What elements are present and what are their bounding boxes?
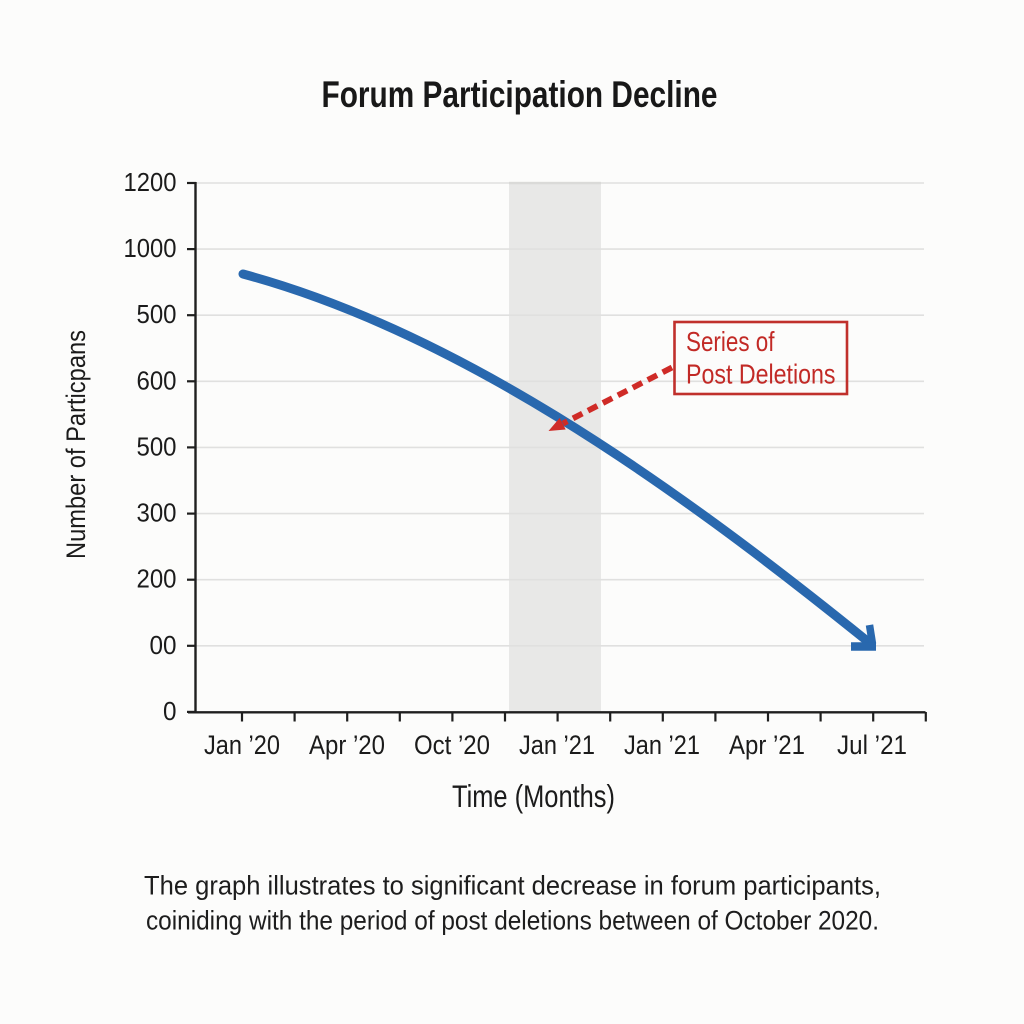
svg-text:1000: 1000 — [124, 235, 177, 263]
svg-text:Oct ’20: Oct ’20 — [414, 730, 490, 760]
svg-text:Jul ’21: Jul ’21 — [837, 730, 907, 760]
svg-text:00: 00 — [150, 632, 177, 660]
svg-text:Jan ’20: Jan ’20 — [204, 730, 280, 760]
svg-text:Jan ’21: Jan ’21 — [519, 730, 595, 760]
svg-text:Forum Participation Decline: Forum Participation Decline — [322, 74, 718, 115]
svg-text:500: 500 — [137, 301, 177, 329]
svg-text:The graph illustrates to signi: The graph illustrates to significant dec… — [144, 870, 881, 901]
svg-text:Jan ’21: Jan ’21 — [624, 730, 700, 760]
svg-text:Number of Particpans: Number of Particpans — [61, 330, 91, 559]
svg-text:500: 500 — [137, 433, 177, 461]
svg-text:Series of: Series of — [686, 326, 775, 357]
svg-text:Time (Months): Time (Months) — [452, 778, 615, 814]
svg-text:Post Deletions: Post Deletions — [686, 359, 836, 390]
svg-text:Apr ’21: Apr ’21 — [729, 730, 805, 760]
svg-text:coiniding with the period of p: coiniding with the period of post deleti… — [146, 905, 879, 936]
svg-text:Apr ’20: Apr ’20 — [309, 730, 385, 760]
svg-text:200: 200 — [137, 566, 177, 594]
svg-text:300: 300 — [137, 500, 177, 528]
svg-text:600: 600 — [137, 367, 177, 395]
svg-text:1200: 1200 — [124, 169, 177, 197]
svg-text:0: 0 — [163, 698, 177, 726]
